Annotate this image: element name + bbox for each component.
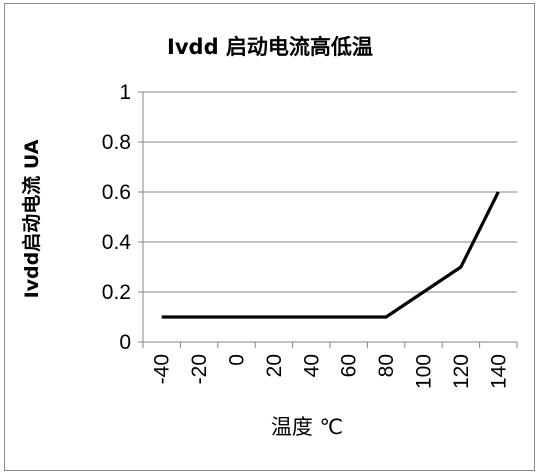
- y-tick-label: 1: [119, 81, 131, 104]
- x-tick-label: 120: [450, 354, 473, 389]
- x-axis-title: 温度 ℃: [271, 415, 343, 439]
- x-tick-label: -40: [151, 354, 174, 384]
- x-tick-label: 60: [338, 354, 361, 377]
- series-line: [161, 191, 500, 319]
- x-tick-label: 100: [413, 354, 436, 389]
- x-tick-label: 80: [375, 354, 398, 377]
- x-tick-label: 0: [226, 354, 249, 366]
- series: [161, 191, 500, 319]
- x-tick-label: 40: [300, 354, 323, 377]
- y-tick-label: 0.2: [102, 281, 131, 304]
- gridlines: [143, 91, 517, 293]
- x-tick-label: 20: [263, 354, 286, 377]
- y-tick-label: 0: [119, 331, 131, 354]
- y-tick-label: 0.4: [102, 231, 132, 254]
- y-tick-label: 0.8: [102, 131, 131, 154]
- axes: [138, 91, 518, 348]
- x-tick-label: -20: [188, 354, 211, 384]
- chart-title: Ivdd 启动电流高低温: [167, 35, 373, 59]
- x-tick-label: 140: [487, 354, 510, 389]
- chart-area: Ivdd 启动电流高低温 0 0.2 0.4 0.6 0.8 1 -40 -20 0 20 40 6…: [4, 3, 535, 471]
- y-axis-title: Ivdd启动电流 UA: [20, 139, 43, 298]
- y-tick-labels: 0 0.2 0.4 0.6 0.8 1: [102, 81, 132, 354]
- y-tick-label: 0.6: [102, 181, 131, 204]
- line-chart: Ivdd 启动电流高低温 0 0.2 0.4 0.6 0.8 1 -40 -20 0 20 40 6…: [20, 35, 518, 439]
- x-tick-labels: -40 -20 0 20 40 60 80 100 120 140: [151, 354, 511, 389]
